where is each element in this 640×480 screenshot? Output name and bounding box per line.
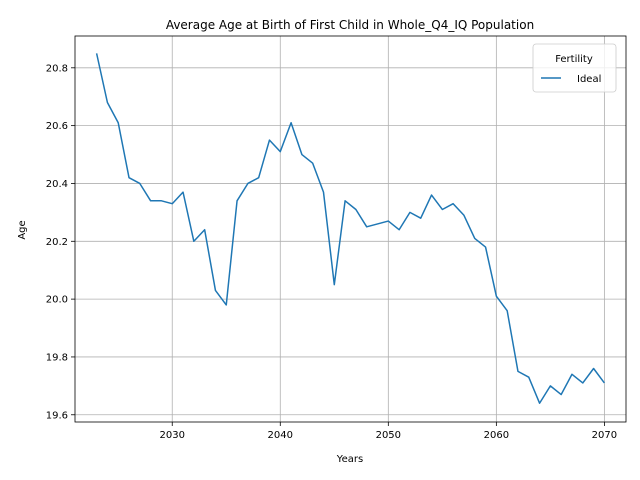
x-tick-label: 2050 — [376, 430, 401, 441]
plot-frame — [74, 35, 627, 423]
y-axis-label: Age — [17, 220, 28, 239]
grid-lines — [75, 36, 626, 422]
x-axis-ticks: 2030 2040 2050 2060 2070 — [160, 422, 617, 441]
y-tick-label: 19.8 — [46, 352, 68, 363]
chart-title: Average Age at Birth of First Child in W… — [166, 18, 534, 32]
x-tick-label: 2060 — [484, 430, 509, 441]
series-line-ideal — [95, 53, 605, 404]
legend: Fertility Ideal — [532, 43, 617, 93]
legend-box — [532, 43, 617, 93]
y-tick-label: 20.4 — [46, 179, 68, 190]
series-layer — [95, 53, 605, 404]
y-axis-ticks: 19.6 19.8 20.0 20.2 20.4 20.6 20.8 — [46, 63, 75, 421]
x-tick-label: 2040 — [268, 430, 293, 441]
x-tick-label: 2070 — [592, 430, 617, 441]
y-tick-label: 20.6 — [46, 121, 68, 132]
x-axis-label: Years — [336, 454, 363, 465]
legend-label-ideal: Ideal — [577, 74, 601, 85]
y-tick-label: 20.0 — [46, 295, 68, 306]
y-tick-label: 20.2 — [46, 237, 68, 248]
y-tick-label: 19.6 — [46, 410, 68, 421]
legend-title: Fertility — [555, 54, 593, 65]
x-tick-label: 2030 — [160, 430, 185, 441]
y-tick-label: 20.8 — [46, 63, 68, 74]
